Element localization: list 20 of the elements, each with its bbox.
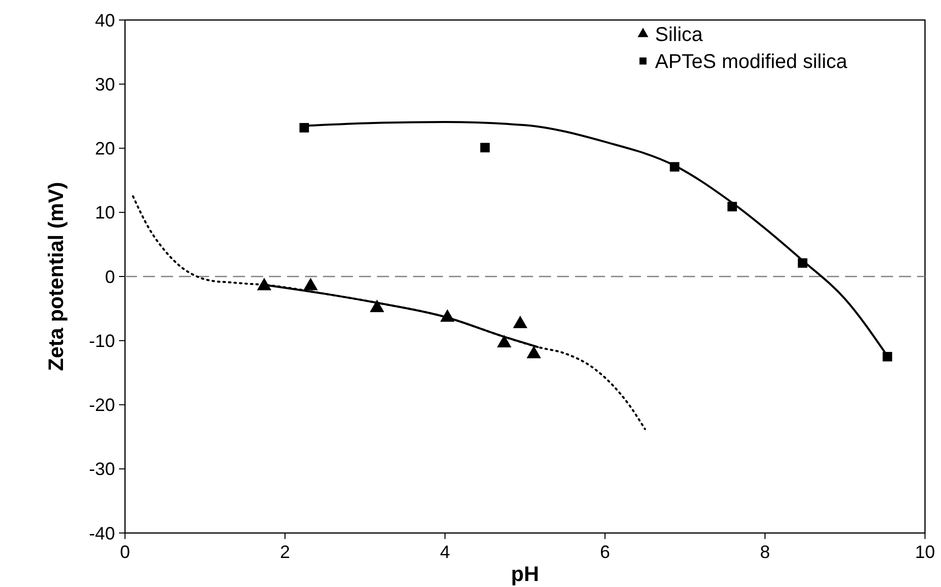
- y-tick-label: -30: [88, 459, 115, 480]
- legend-label: APTeS modified silica: [655, 51, 848, 73]
- y-tick-label: 30: [94, 74, 115, 94]
- line-series: [132, 195, 646, 430]
- y-tick-label: 20: [94, 138, 115, 159]
- x-axis-title: pH: [511, 563, 539, 586]
- y-tick-label: -40: [88, 523, 115, 544]
- x-tick-label: 4: [440, 542, 450, 562]
- x-tick-label: 10: [914, 542, 936, 562]
- y-axis-title: Zeta potential (mV): [45, 182, 68, 372]
- y-tick-label: -10: [88, 330, 115, 351]
- legend-label: Silica: [655, 24, 704, 46]
- x-tick-label: 6: [600, 542, 610, 562]
- y-tick-label: 10: [94, 202, 115, 223]
- x-tick-label: 2: [280, 542, 290, 562]
- x-tick-label: 8: [760, 542, 770, 562]
- x-tick-label: 0: [120, 542, 130, 562]
- y-tick-label: 0: [104, 266, 115, 287]
- y-tick-label: -20: [88, 395, 115, 416]
- y-tick-label: 40: [94, 10, 115, 30]
